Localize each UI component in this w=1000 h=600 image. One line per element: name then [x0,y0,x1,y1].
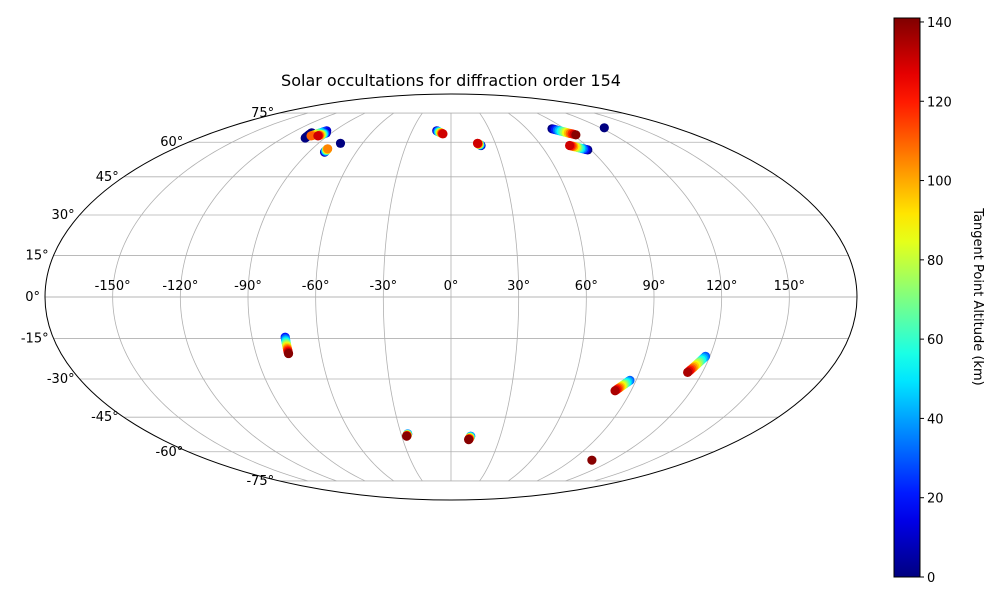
colorbar-tick-label: 0 [927,571,935,586]
data-point [610,386,620,396]
lon-tick-label: -30° [369,279,397,294]
lon-tick-label: 0° [444,279,459,294]
data-point [335,138,346,148]
colorbar-label: Tangent Point Altitude (km) [970,207,985,385]
meridian-gridline [179,112,337,482]
colorbar-tick-label: 60 [927,333,944,348]
colorbar-tick-label: 100 [927,175,952,190]
data-point [464,435,474,445]
data-point [313,131,323,141]
lon-tick-label: -150° [95,279,131,294]
colorbar: 0 20 40 60 80 100 120 140 Tangent Point Altitude… [893,16,985,586]
data-point [587,455,597,465]
data-point [438,129,448,139]
lat-tick-label: -75° [246,474,274,489]
lon-tick-label: 150° [774,279,805,294]
map-boundary [44,93,858,501]
lon-tick-label: -120° [162,279,198,294]
lon-tick-label: -60° [302,279,330,294]
meridian-gridline [508,112,587,482]
meridian-gridline [536,112,655,482]
lon-tick-label: 90° [642,279,665,294]
map-plot: -150° -120° -90° -60° -30° 0° 30° 60° 90° 120° 150… [21,93,858,501]
lon-tick-label: 120° [706,279,737,294]
meridian-gridline [382,112,423,482]
lon-tick-label: -90° [234,279,262,294]
lat-tick-label: 60° [160,135,183,150]
lat-tick-label: 45° [96,170,119,185]
lat-tick-label: -45° [91,410,119,425]
data-point [571,130,581,140]
meridian-gridline [594,112,790,482]
data-point [683,367,693,377]
colorbar-tick-label: 20 [927,492,944,507]
lat-tick-label: 30° [52,208,75,223]
colorbar-tick-label: 80 [927,254,944,269]
meridian-gridline [315,112,394,482]
lon-tick-label: 60° [575,279,598,294]
chart-title: Solar occultations for diffraction order… [281,71,621,90]
lat-tick-label: 75° [251,106,274,121]
data-point [402,431,412,441]
data-point [323,144,333,154]
colorbar-bar [893,17,921,578]
lat-tick-label: 15° [26,248,49,263]
meridian-gridline [112,112,308,482]
meridian-gridline [479,112,520,482]
colorbar-tick-label: 140 [927,16,952,31]
gridlines [45,112,857,482]
colorbar-tick-label: 40 [927,412,944,427]
lat-tick-label: -30° [47,372,75,387]
data-point [564,140,575,151]
lat-tick-label: -60° [156,445,184,460]
meridian-gridline [565,112,723,482]
lat-tick-label: -15° [21,332,49,347]
scatter-points [280,123,711,465]
data-point [306,131,316,141]
colorbar-tick-label: 120 [927,95,952,110]
data-point [599,123,609,133]
data-point [283,348,294,359]
meridian-gridline [247,112,366,482]
lon-tick-label: 30° [507,279,530,294]
data-point [472,138,483,148]
lat-tick-label: 0° [25,290,40,305]
